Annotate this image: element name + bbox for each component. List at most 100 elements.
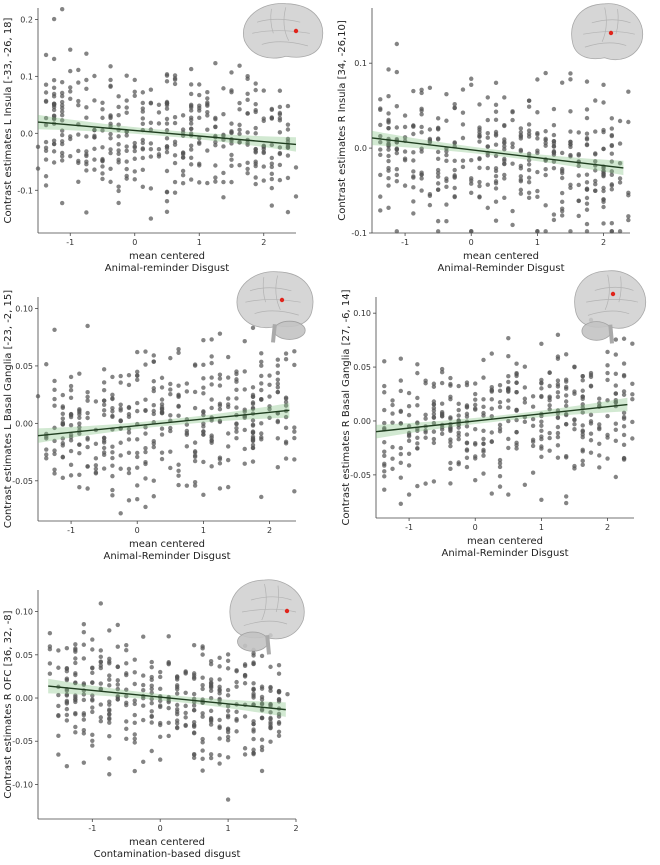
data-point	[267, 382, 272, 387]
data-point	[124, 726, 129, 732]
data-point	[502, 172, 507, 178]
data-point	[132, 698, 137, 703]
data-point	[530, 394, 536, 399]
data-point	[100, 159, 105, 164]
data-point	[411, 175, 416, 180]
data-point	[124, 166, 129, 172]
data-point	[208, 661, 214, 667]
data-point	[90, 665, 95, 670]
data-point	[174, 725, 180, 731]
data-point	[101, 408, 107, 413]
data-point	[124, 719, 129, 724]
data-point	[149, 720, 154, 725]
data-point	[135, 349, 140, 355]
data-point	[506, 405, 511, 410]
data-point	[435, 218, 441, 224]
data-point	[518, 148, 524, 154]
data-point	[184, 389, 190, 394]
data-point	[192, 363, 198, 368]
data-point	[283, 414, 289, 420]
data-point	[543, 167, 548, 172]
data-point	[448, 375, 453, 381]
y-tick-label: 0.2	[20, 15, 33, 24]
data-point	[398, 388, 404, 394]
data-point	[489, 351, 494, 356]
data-point	[229, 157, 234, 162]
data-point	[630, 436, 635, 441]
data-point	[107, 708, 112, 713]
data-point	[245, 111, 250, 116]
data-point	[35, 166, 41, 171]
data-point	[124, 671, 129, 676]
data-point	[386, 165, 391, 171]
data-point	[201, 391, 206, 396]
data-point	[601, 197, 606, 202]
data-point	[584, 229, 590, 234]
data-point	[253, 181, 258, 187]
brain-sulcus	[586, 299, 638, 303]
roi-marker	[284, 608, 290, 614]
data-point	[59, 153, 65, 159]
data-point	[547, 383, 552, 389]
data-point	[200, 711, 205, 716]
data-point	[464, 380, 470, 385]
data-point	[51, 91, 57, 97]
data-point	[489, 439, 494, 444]
data-point	[497, 473, 503, 479]
data-point	[242, 407, 247, 412]
data-point	[601, 221, 606, 226]
data-point	[188, 126, 194, 131]
data-point	[149, 748, 154, 754]
data-point	[285, 209, 291, 215]
data-point	[234, 421, 239, 427]
data-point	[402, 113, 408, 118]
y-tick-label: -0.05	[350, 471, 371, 480]
data-point	[543, 136, 548, 142]
data-point	[530, 470, 536, 475]
data-point	[493, 102, 499, 108]
data-point	[192, 405, 198, 411]
data-point	[197, 163, 202, 168]
data-point	[132, 89, 137, 94]
data-point	[100, 176, 105, 182]
data-point	[81, 681, 87, 686]
scatter-points	[378, 41, 631, 234]
data-point	[213, 163, 218, 168]
data-point	[493, 153, 499, 159]
data-point	[85, 464, 90, 469]
data-point	[234, 709, 239, 714]
data-point	[535, 110, 540, 115]
data-point	[213, 179, 218, 184]
data-point	[110, 493, 115, 498]
data-point	[191, 642, 197, 648]
data-point	[539, 444, 544, 449]
data-point	[149, 696, 154, 702]
data-point	[93, 399, 99, 404]
brain-sulcus	[243, 620, 288, 626]
data-point	[460, 110, 466, 115]
data-point	[394, 172, 400, 178]
brain-cerebellum	[581, 321, 612, 341]
data-point	[259, 768, 265, 774]
data-point	[151, 478, 156, 483]
data-point	[402, 124, 408, 130]
data-point	[43, 145, 49, 151]
data-point	[166, 634, 171, 639]
data-point	[192, 483, 198, 488]
brain-icon	[571, 3, 644, 61]
data-point	[73, 697, 78, 703]
data-point	[143, 476, 148, 481]
data-point	[563, 421, 569, 427]
data-point	[259, 373, 264, 379]
data-point	[108, 179, 113, 185]
data-point	[85, 486, 90, 491]
data-point	[415, 446, 420, 451]
data-point	[535, 77, 540, 82]
data-point	[626, 214, 631, 219]
data-point	[158, 757, 163, 762]
brain-icon	[574, 270, 647, 344]
data-point	[283, 351, 289, 356]
data-point	[135, 400, 140, 406]
